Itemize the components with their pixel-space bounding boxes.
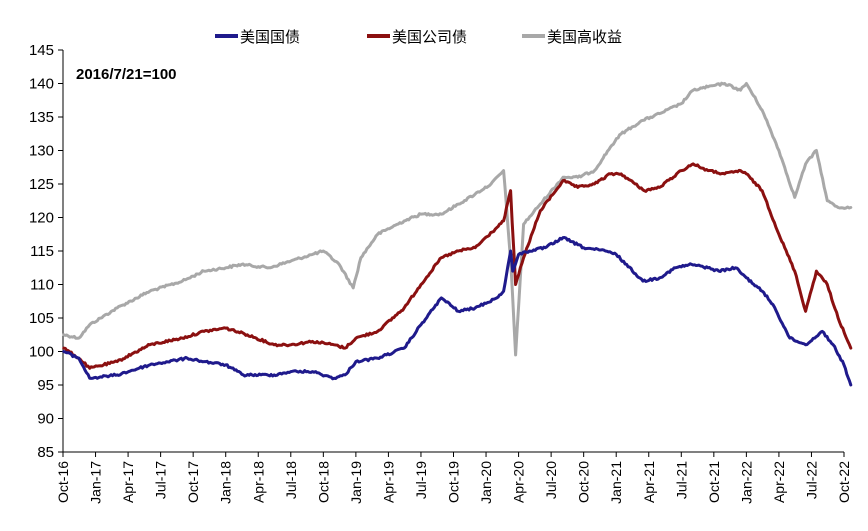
y-tick-label: 145: [29, 42, 54, 59]
y-tick-label: 110: [30, 277, 54, 294]
x-tick-label: Oct-21: [706, 461, 722, 503]
plot-area: [62, 81, 853, 387]
x-tick-label: Jan-22: [738, 461, 754, 504]
x-tick-label: Apr-17: [120, 461, 136, 503]
legend: 美国国债 美国公司债 美国高收益: [215, 29, 622, 46]
y-tick-label: 140: [29, 76, 54, 93]
x-tick-label: Jul-18: [283, 461, 299, 499]
x-tick-label: Oct-17: [185, 461, 201, 503]
x-tick-label: Apr-19: [380, 461, 396, 503]
base-date-annotation: 2016/7/21=100: [76, 66, 177, 83]
legend-label: 美国国债: [240, 29, 300, 46]
series-line-us-high-yield: [62, 81, 853, 357]
legend-label: 美国公司债: [392, 29, 467, 46]
x-tick-label: Apr-20: [511, 461, 527, 503]
series-line-us-corporate: [62, 162, 853, 370]
x-tick-label: Oct-18: [315, 461, 331, 503]
x-tick-label: Jan-21: [608, 461, 624, 504]
x-tick-label: Jan-20: [478, 461, 494, 504]
x-tick-label: Oct-20: [576, 461, 592, 503]
x-tick-label: Jul-17: [153, 461, 169, 499]
y-axis: 85 90 95 100 105 110 115 120 125 130 135 140 145: [29, 42, 64, 461]
x-tick-label: Oct-16: [55, 461, 71, 503]
y-tick-label: 130: [29, 143, 54, 160]
x-tick-label: Oct-22: [836, 461, 852, 503]
x-tick-label: Oct-19: [446, 461, 462, 503]
legend-label: 美国高收益: [547, 29, 622, 46]
y-tick-label: 95: [37, 377, 54, 394]
legend-item-us-high-yield: 美国高收益: [522, 29, 622, 46]
series-line-us-treasury: [62, 236, 853, 387]
y-tick-label: 125: [29, 176, 54, 193]
y-tick-label: 100: [29, 344, 54, 361]
y-tick-label: 105: [29, 310, 54, 327]
x-tick-label: Jul-21: [673, 461, 689, 499]
x-tick-label: Jan-19: [348, 461, 364, 504]
x-tick-label: Jan-18: [218, 461, 234, 504]
legend-item-us-corporate: 美国公司债: [367, 29, 467, 46]
y-tick-label: 135: [29, 109, 54, 126]
x-tick-label: Apr-18: [250, 461, 266, 503]
y-tick-label: 90: [37, 411, 54, 428]
x-tick-label: Apr-21: [641, 461, 657, 503]
x-tick-label: Jul-19: [413, 461, 429, 499]
y-tick-label: 120: [29, 210, 54, 227]
x-tick-label: Jul-22: [803, 461, 819, 499]
legend-item-us-treasury: 美国国债: [215, 29, 300, 46]
y-tick-label: 115: [30, 243, 54, 260]
y-tick-label: 85: [37, 444, 54, 461]
x-axis: Oct-16 Jan-17 Apr-17 Jul-17 Oct-17 Jan-18 Apr-…: [55, 451, 852, 504]
x-tick-label: Apr-22: [771, 461, 787, 503]
x-tick-label: Jan-17: [88, 461, 104, 504]
x-tick-label: Jul-20: [543, 461, 559, 499]
